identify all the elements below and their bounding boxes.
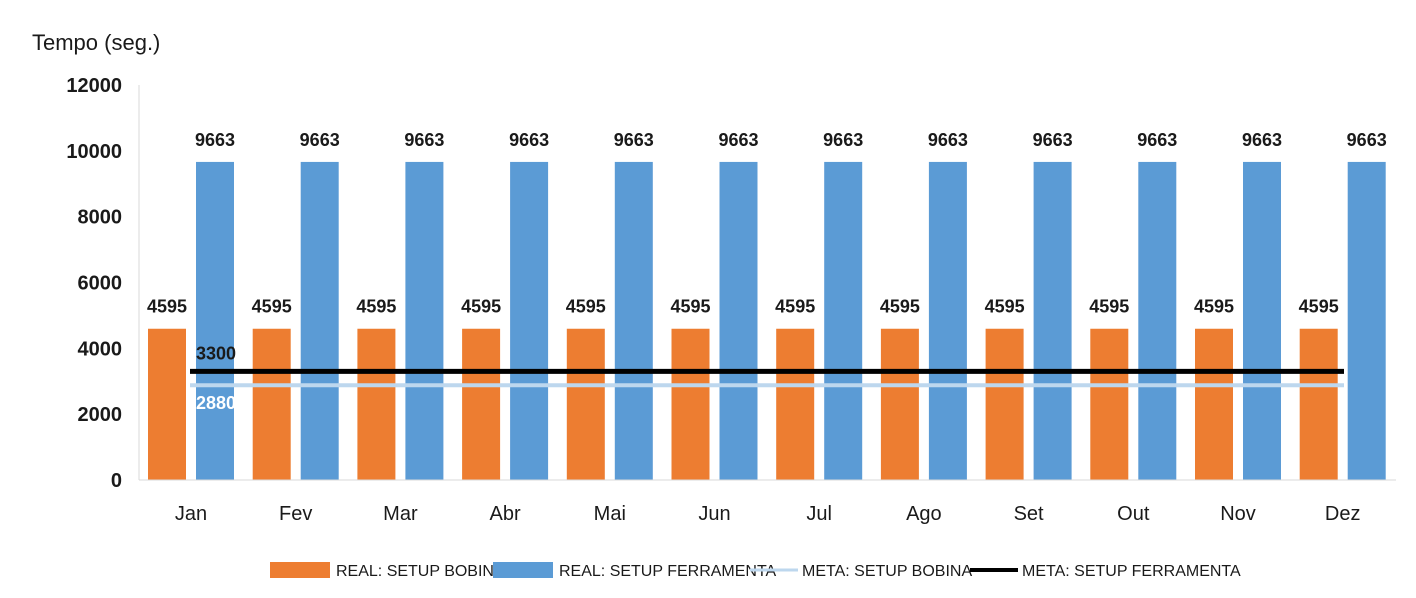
bar-value-label: 9663: [1347, 130, 1387, 150]
bar: [671, 328, 710, 480]
y-tick-label: 6000: [78, 273, 123, 295]
bar-value-label: 4595: [252, 297, 292, 317]
bar: [196, 161, 234, 480]
x-tick-label: Set: [1014, 503, 1044, 525]
y-axis: 0 2000 4000 6000 8000 10000 12000: [66, 75, 140, 492]
bar-value-label: 4595: [461, 297, 501, 317]
data-labels: 4595 9663 4595 9663 4595 9663 4595 9663 4595 9663…: [147, 130, 1387, 413]
y-tick-label: 4000: [78, 338, 123, 360]
bar: [928, 161, 967, 480]
y-tick-label: 0: [111, 470, 122, 492]
bar-value-label: 4595: [1194, 297, 1234, 317]
x-tick-label: Ago: [906, 503, 942, 525]
x-tick-label: Jul: [806, 503, 832, 525]
bar: [252, 328, 291, 480]
bar-value-label: 4595: [356, 297, 396, 317]
target-lines: [190, 368, 1344, 388]
bar-value-label: 9663: [404, 130, 444, 150]
y-tick-label: 2000: [78, 404, 123, 426]
y-axis-title: Tempo (seg.): [32, 30, 160, 55]
bar-value-label: 9663: [614, 130, 654, 150]
bar-value-label: 9663: [928, 130, 968, 150]
bar: [566, 328, 605, 480]
legend-label: REAL: SETUP FERRAMENTA: [559, 563, 777, 580]
bar: [510, 161, 549, 480]
bar-value-label: 4595: [1299, 297, 1339, 317]
bars: [148, 161, 1386, 480]
bar-value-label: 9663: [509, 130, 549, 150]
x-tick-label: Mai: [594, 503, 626, 525]
legend-label: META: SETUP BOBINA: [802, 563, 972, 580]
x-tick-label: Abr: [490, 503, 521, 525]
bar-value-label: 4595: [147, 297, 187, 317]
bar-value-label: 9663: [718, 130, 758, 150]
bar: [985, 328, 1024, 480]
x-tick-label: Fev: [279, 503, 312, 525]
bar: [462, 328, 501, 480]
x-tick-label: Nov: [1220, 503, 1256, 525]
target-line-label: 3300: [196, 343, 236, 363]
y-tick-label: 12000: [66, 75, 122, 97]
bar-value-label: 4595: [1089, 297, 1129, 317]
bar: [405, 161, 444, 480]
bar: [1299, 328, 1338, 480]
x-tick-label: Jan: [175, 503, 207, 525]
x-tick-label: Out: [1117, 503, 1150, 525]
legend-swatch: [270, 562, 330, 578]
bar-value-label: 9663: [300, 130, 340, 150]
bar-value-label: 9663: [1137, 130, 1177, 150]
bar-value-label: 4595: [566, 297, 606, 317]
bar: [776, 328, 815, 480]
bar: [719, 161, 758, 480]
bar: [300, 161, 339, 480]
bar: [1195, 328, 1233, 480]
x-tick-label: Mar: [383, 503, 418, 525]
legend-label: META: SETUP FERRAMENTA: [1022, 563, 1241, 580]
bar: [1243, 161, 1281, 480]
legend: REAL: SETUP BOBINA REAL: SETUP FERRAMENTA…: [270, 562, 1241, 580]
legend-swatch: [493, 562, 553, 578]
x-tick-label: Dez: [1325, 503, 1361, 525]
bar: [1347, 161, 1386, 480]
bar: [880, 328, 919, 480]
bar-value-label: 4595: [880, 297, 920, 317]
y-tick-label: 8000: [78, 207, 123, 229]
bar-value-label: 9663: [1033, 130, 1073, 150]
x-axis: Jan Fev Mar Abr Mai Jun Jul Ago Set Out Nov Dez: [139, 479, 1396, 525]
bar-value-label: 4595: [985, 297, 1025, 317]
bar-value-label: 4595: [775, 297, 815, 317]
target-line-label: 2880: [196, 393, 236, 413]
bar: [1090, 328, 1129, 480]
legend-label: REAL: SETUP BOBINA: [336, 563, 505, 580]
bar: [1138, 161, 1177, 480]
bar-value-label: 9663: [195, 130, 235, 150]
bar: [357, 328, 396, 480]
bar: [614, 161, 653, 480]
bar-value-label: 9663: [1242, 130, 1282, 150]
y-tick-label: 10000: [66, 141, 122, 163]
bar: [824, 161, 863, 480]
bar-value-label: 4595: [670, 297, 710, 317]
bar: [148, 328, 186, 480]
bar: [1033, 161, 1072, 480]
x-tick-label: Jun: [698, 503, 730, 525]
bar-value-label: 9663: [823, 130, 863, 150]
